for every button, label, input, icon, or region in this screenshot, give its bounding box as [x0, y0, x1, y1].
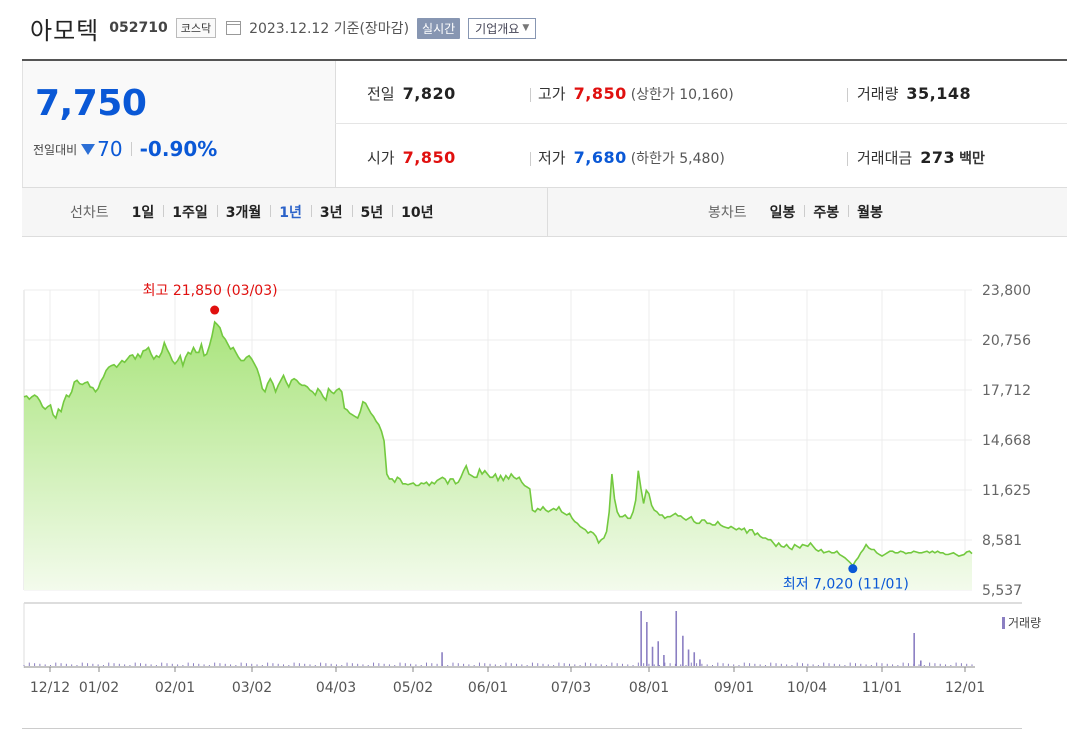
tab-weekly-candle[interactable]: 주봉	[804, 202, 848, 222]
divider	[335, 123, 1067, 124]
x-tick-label: 08/01	[629, 680, 669, 696]
day-high: 고가 7,850 (상한가 10,160)	[538, 84, 734, 103]
x-tick-label: 05/02	[393, 680, 433, 696]
market-badge: 코스닥	[175, 18, 217, 38]
candle-chart-tabs: 봉차트 일봉 주봉 월봉	[708, 188, 892, 236]
x-tick-label: 07/03	[551, 680, 591, 696]
divider	[847, 88, 848, 102]
x-tick-label: 02/01	[155, 680, 195, 696]
tab-monthly-candle[interactable]: 월봉	[848, 202, 892, 222]
volume: 거래량 35,148	[857, 84, 972, 103]
x-tick-label: 04/03	[316, 680, 356, 696]
chart-period-tabs: 선차트 1일 1주일 3개월 1년 3년 5년 10년 봉차트 일봉 주봉 월봉	[22, 187, 1067, 237]
tab-daily-candle[interactable]: 일봉	[769, 205, 796, 221]
price-chart: 23,800 20,756 17,712 14,668 11,625 8,581 5,537…	[23, 283, 1041, 696]
x-tick-label: 03/02	[232, 680, 272, 696]
open-price: 시가 7,850	[367, 148, 456, 167]
day-low: 저가 7,680 (하한가 5,480)	[538, 148, 725, 167]
price-area	[24, 322, 972, 590]
tab-3m[interactable]: 3개월	[216, 202, 271, 222]
y-tick-label: 20,756	[982, 333, 1031, 349]
y-tick-label: 17,712	[982, 383, 1031, 399]
y-tick-label: 23,800	[982, 283, 1031, 299]
tab-1w[interactable]: 1주일	[163, 202, 217, 222]
divider	[847, 152, 848, 166]
tab-3y[interactable]: 3년	[310, 202, 352, 222]
down-triangle-icon	[81, 143, 96, 155]
max-price-label: 최고 21,850 (03/03)	[143, 283, 278, 299]
y-tick-label: 11,625	[982, 483, 1031, 499]
x-tick-label: 12/12	[30, 680, 70, 696]
price-change: 전일대비 70 -0.90%	[33, 137, 217, 161]
stock-code: 052710	[109, 20, 168, 36]
divider	[530, 152, 531, 166]
tab-5y[interactable]: 5년	[351, 202, 393, 222]
company-overview-button[interactable]: 기업개요 ▼	[468, 17, 537, 39]
x-tick-label: 11/01	[862, 680, 902, 696]
trade-amount: 거래대금 273 백만	[857, 148, 985, 167]
stock-title-bar: 아모텍 052710 코스닥 2023.12.12 기준(장마감) 실시간 기업…	[30, 10, 537, 46]
realtime-button[interactable]: 실시간	[417, 17, 461, 39]
x-tick-label: 10/04	[787, 680, 827, 696]
stock-name: 아모텍	[30, 16, 100, 45]
change-percent: -0.90%	[139, 137, 218, 161]
y-tick-label: 5,537	[982, 583, 1022, 599]
change-label: 전일대비	[33, 142, 78, 157]
calendar-icon	[226, 21, 242, 35]
line-chart-tabs: 선차트 1일 1주일 3개월 1년 3년 5년 10년	[70, 188, 443, 236]
divider	[530, 88, 531, 102]
quote-stats: 전일 7,820 고가 7,850 (상한가 10,160) 거래량 35,14…	[335, 61, 1067, 187]
x-tick-label: 01/02	[79, 680, 119, 696]
x-tick-label: 09/01	[714, 680, 754, 696]
tab-1y[interactable]: 1년	[270, 202, 311, 222]
y-tick-label: 8,581	[982, 533, 1022, 549]
price-line	[23, 320, 973, 567]
max-price-marker	[210, 305, 220, 315]
volume-legend-swatch	[1002, 617, 1005, 629]
divider	[130, 142, 132, 156]
divider	[547, 188, 548, 236]
prev-close: 전일 7,820	[367, 84, 456, 103]
current-price-panel: 7,750 전일대비 70 -0.90%	[22, 61, 336, 187]
base-date: 2023.12.12 기준(장마감)	[249, 21, 410, 37]
tab-1d[interactable]: 1일	[131, 205, 155, 221]
current-price: 7,750	[35, 83, 147, 124]
quote-summary: 7,750 전일대비 70 -0.90% 전일 7,820 고가 7,850 (…	[22, 59, 1067, 237]
y-tick-label: 14,668	[982, 433, 1031, 449]
volume-legend-label: 거래량	[1008, 616, 1041, 630]
min-price-label: 최저 7,020 (11/01)	[783, 577, 909, 593]
x-tick-label: 12/01	[945, 680, 985, 696]
caret-down-icon: ▼	[522, 23, 530, 33]
tab-10y[interactable]: 10년	[392, 202, 442, 222]
min-price-marker	[848, 564, 858, 574]
change-value: 70	[97, 137, 123, 161]
divider	[22, 728, 1022, 729]
x-tick-label: 06/01	[468, 680, 508, 696]
